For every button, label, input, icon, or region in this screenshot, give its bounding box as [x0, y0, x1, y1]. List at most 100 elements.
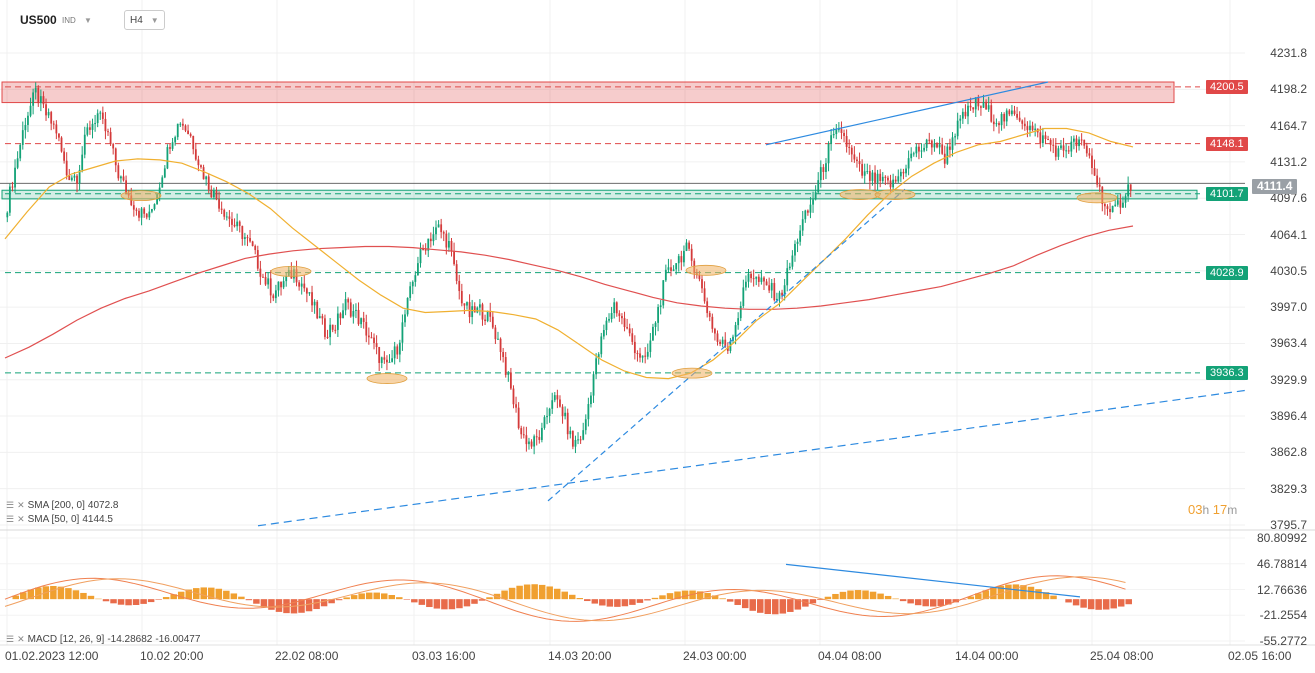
- candle: [832, 134, 835, 136]
- candle: [161, 177, 164, 188]
- candle: [112, 144, 115, 149]
- y-tick-label: 3862.8: [1270, 445, 1307, 460]
- candle: [442, 232, 445, 234]
- macd-histogram-bar: [914, 599, 922, 606]
- list-icon[interactable]: ☰: [6, 634, 15, 644]
- candle: [657, 306, 660, 323]
- candle: [176, 123, 179, 138]
- macd-histogram-bar: [1102, 599, 1110, 610]
- close-icon[interactable]: ✕: [17, 514, 25, 524]
- macd-histogram-bar: [147, 599, 155, 603]
- candle: [602, 330, 605, 337]
- candle: [448, 240, 450, 248]
- timeframe-select[interactable]: H4 ▼: [124, 10, 165, 30]
- macd-histogram-bar: [50, 586, 57, 600]
- candle: [1013, 110, 1016, 114]
- candle: [974, 97, 977, 110]
- macd-histogram-bar: [576, 598, 584, 600]
- macd-histogram-bar: [1027, 586, 1035, 600]
- x-tick-label: 10.02 20:00: [140, 649, 204, 663]
- candle: [104, 118, 107, 132]
- chevron-down-icon[interactable]: ▼: [84, 15, 92, 25]
- highlight-ellipse: [1076, 192, 1118, 204]
- candle: [132, 205, 135, 210]
- timeframe-value: H4: [130, 14, 143, 26]
- candle: [512, 388, 515, 405]
- y-tick-label: 4198.2: [1270, 82, 1307, 97]
- macd-histogram-bar: [87, 595, 95, 600]
- candle: [305, 288, 308, 294]
- candle: [1052, 144, 1055, 146]
- candle: [977, 97, 980, 107]
- candle: [220, 208, 223, 210]
- close-icon[interactable]: ✕: [17, 500, 25, 510]
- macd-histogram-bar: [952, 599, 960, 603]
- candle: [621, 316, 623, 319]
- macd-histogram-bar: [1065, 599, 1072, 603]
- candle: [404, 314, 406, 323]
- macd-y-tick-label: -55.2772: [1259, 634, 1307, 648]
- candle: [592, 374, 595, 396]
- symbol-label[interactable]: US500: [20, 13, 57, 27]
- candle: [76, 175, 78, 184]
- candle: [411, 281, 414, 287]
- macd-histogram-bar: [253, 599, 260, 604]
- macd-value: -14.28682: [107, 634, 153, 645]
- macd-histogram-bar: [283, 599, 290, 614]
- candle: [138, 210, 140, 218]
- candle: [538, 437, 541, 440]
- support-zone: [1, 189, 1198, 200]
- macd-histogram-bar: [975, 593, 982, 600]
- list-icon[interactable]: ☰: [6, 500, 15, 510]
- candle: [825, 163, 827, 172]
- macd-histogram-bar: [666, 593, 674, 600]
- candle: [1072, 138, 1075, 142]
- candle: [267, 278, 270, 285]
- candle: [163, 168, 166, 178]
- candle: [933, 143, 936, 148]
- candle: [1018, 117, 1021, 121]
- candle: [125, 180, 127, 194]
- highlight-ellipse: [366, 373, 408, 384]
- macd-histogram-bar: [403, 599, 411, 600]
- macd-histogram-bar: [772, 599, 779, 615]
- candle: [848, 146, 851, 148]
- candle: [879, 173, 882, 181]
- close-icon[interactable]: ✕: [17, 634, 25, 644]
- candle: [680, 256, 683, 263]
- candle: [122, 176, 125, 181]
- candle: [985, 101, 987, 110]
- candle: [1083, 139, 1086, 146]
- macd-histogram-bar: [140, 599, 147, 604]
- macd-histogram-bar: [945, 599, 952, 605]
- y-tick-label: 3963.4: [1270, 336, 1307, 351]
- list-icon[interactable]: ☰: [6, 514, 15, 524]
- candle: [1034, 128, 1037, 131]
- candle: [905, 168, 907, 174]
- x-tick-label: 22.02 08:00: [275, 649, 339, 663]
- candle: [135, 209, 138, 211]
- candle: [719, 341, 721, 344]
- macd-histogram-bar: [591, 599, 599, 604]
- macd-y-tick-label: 46.78814: [1256, 556, 1307, 571]
- candle: [329, 324, 332, 338]
- candle: [398, 342, 401, 355]
- candle: [313, 301, 316, 306]
- candle: [194, 149, 197, 160]
- candle: [812, 199, 814, 205]
- candle: [559, 399, 561, 407]
- candle: [339, 313, 342, 319]
- candle: [750, 273, 752, 279]
- candle: [34, 87, 37, 93]
- candle: [998, 123, 1000, 126]
- candle: [184, 125, 187, 131]
- candle: [393, 346, 396, 359]
- sma50-name: SMA [50, 0]: [27, 514, 80, 525]
- candle: [982, 101, 985, 108]
- candle: [819, 167, 822, 181]
- macd-histogram-bar: [471, 599, 478, 604]
- candle: [29, 105, 32, 116]
- macd-histogram-bar: [997, 585, 1005, 600]
- candle: [401, 322, 404, 343]
